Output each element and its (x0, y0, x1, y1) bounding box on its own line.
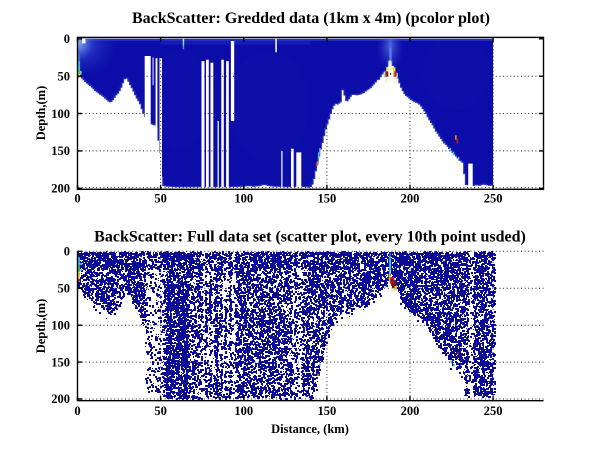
svg-text:0: 0 (64, 245, 70, 259)
svg-text:250: 250 (484, 404, 503, 418)
svg-text:150: 150 (318, 192, 337, 206)
svg-text:Distance, (km): Distance, (km) (271, 422, 349, 436)
svg-text:50: 50 (154, 192, 167, 206)
svg-text:100: 100 (51, 107, 70, 121)
svg-text:0: 0 (74, 404, 80, 418)
svg-text:100: 100 (234, 404, 253, 418)
svg-text:100: 100 (234, 192, 253, 206)
svg-text:200: 200 (51, 182, 70, 196)
svg-text:0: 0 (64, 32, 70, 46)
svg-text:50: 50 (58, 281, 71, 295)
svg-text:100: 100 (51, 318, 70, 332)
svg-text:200: 200 (401, 192, 420, 206)
svg-text:50: 50 (154, 404, 167, 418)
svg-text:Depth,(m): Depth,(m) (34, 86, 48, 141)
svg-text:0: 0 (74, 192, 80, 206)
svg-text:150: 150 (51, 355, 70, 369)
svg-text:250: 250 (484, 192, 503, 206)
svg-text:150: 150 (51, 144, 70, 158)
svg-text:Depth,(m): Depth,(m) (34, 299, 48, 354)
svg-text:150: 150 (318, 404, 337, 418)
svg-text:BackScatter: Full data set (sc: BackScatter: Full data set (scatter plot… (94, 229, 526, 246)
svg-text:50: 50 (58, 69, 71, 83)
svg-text:200: 200 (51, 392, 70, 406)
svg-text:200: 200 (401, 404, 420, 418)
svg-text:BackScatter: Gredded data (1km: BackScatter: Gredded data (1km x 4m) (pc… (132, 10, 490, 27)
